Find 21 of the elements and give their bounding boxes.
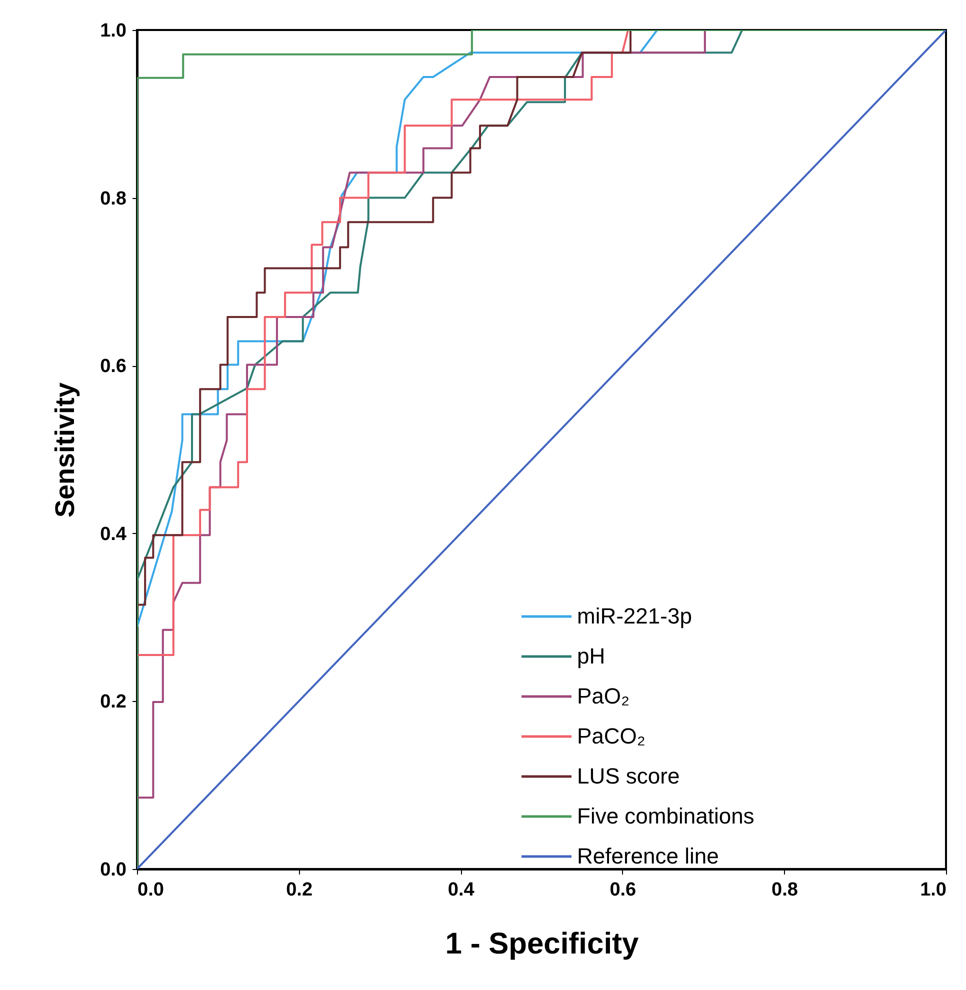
y-tick-label: 0.0 [100,860,126,880]
x-axis-title: 1 - Specificity [445,928,640,960]
y-tick-label: 1.0 [100,20,126,42]
x-tick-label: 0.0 [138,880,164,900]
x-tick-label: 0.6 [610,880,636,900]
y-tick-label: 0.6 [100,356,126,378]
x-tick-label: 0.2 [286,880,313,900]
legend-label: pH [577,644,606,668]
legend-label: PaCO₂ [577,724,646,748]
x-tick-label: 0.4 [448,880,475,900]
x-tick-label: 1.0 [920,880,946,900]
legend-label: miR-221-3p [577,604,692,628]
y-tick-label: 0.2 [100,692,126,713]
y-axis-title: Sensitivity [50,382,80,518]
legend-label: LUS score [577,764,680,788]
x-tick-label: 0.8 [771,880,798,900]
legend-label: PaO₂ [577,684,630,708]
y-tick-label: 0.4 [100,524,127,545]
legend-label: Reference line [577,844,719,868]
y-tick-label: 0.8 [100,188,126,210]
legend-label: Five combinations [577,804,754,828]
